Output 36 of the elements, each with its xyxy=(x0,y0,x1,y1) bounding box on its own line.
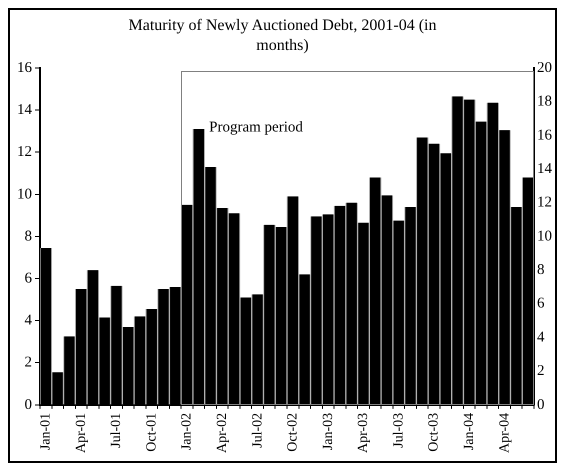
y2-tick-label: 10 xyxy=(537,228,552,244)
x-tick-label: Oct-03 xyxy=(426,412,442,452)
y2-tick-label: 0 xyxy=(537,396,544,413)
y2-tick-label: 6 xyxy=(537,296,545,312)
chart-title: Maturity of Newly Auctioned Debt, 2001-04 (in months) xyxy=(128,16,438,56)
y2-tick-label: 4 xyxy=(537,329,545,346)
y2-tick-label: 8 xyxy=(537,262,544,278)
x-tick-label: Jan-04 xyxy=(462,412,477,450)
y2-tick-label: 16 xyxy=(537,127,552,144)
y-tick-label: 0 xyxy=(24,396,32,413)
x-tick-label: Apr-04 xyxy=(497,412,512,453)
x-tick-label: Jul-02 xyxy=(250,412,266,448)
x-tick-label: Apr-01 xyxy=(74,412,89,453)
y-tick-label: 14 xyxy=(17,102,32,118)
x-tick-label: Jan-01 xyxy=(38,412,54,450)
x-tick-label: Jul-03 xyxy=(391,412,406,448)
y2-tick-label: 2 xyxy=(537,363,544,380)
x-tick-label: Apr-02 xyxy=(214,412,230,453)
x-tick-label: Jul-01 xyxy=(109,412,124,448)
y2-tick-label: 12 xyxy=(537,194,552,211)
y-tick-label: 8 xyxy=(24,228,32,244)
x-tick-label: Jan-03 xyxy=(320,412,336,450)
y-tick-label: 2 xyxy=(24,354,32,371)
y-tick-label: 16 xyxy=(17,60,32,76)
y-tick-label: 12 xyxy=(17,144,32,160)
x-tick-label: Apr-03 xyxy=(356,412,372,453)
y-tick-label: 10 xyxy=(17,186,32,202)
x-tick-label: Oct-01 xyxy=(144,412,160,452)
y2-tick-label: 14 xyxy=(537,160,552,177)
y-tick-label: 4 xyxy=(24,312,32,329)
x-tick-label: Jan-02 xyxy=(180,412,195,450)
y2-tick-label: 18 xyxy=(537,94,552,110)
annotation: Program period xyxy=(209,119,304,136)
y2-tick-label: 20 xyxy=(537,60,552,76)
x-tick-label: Oct-02 xyxy=(286,412,301,452)
y-tick-label: 6 xyxy=(24,270,32,286)
